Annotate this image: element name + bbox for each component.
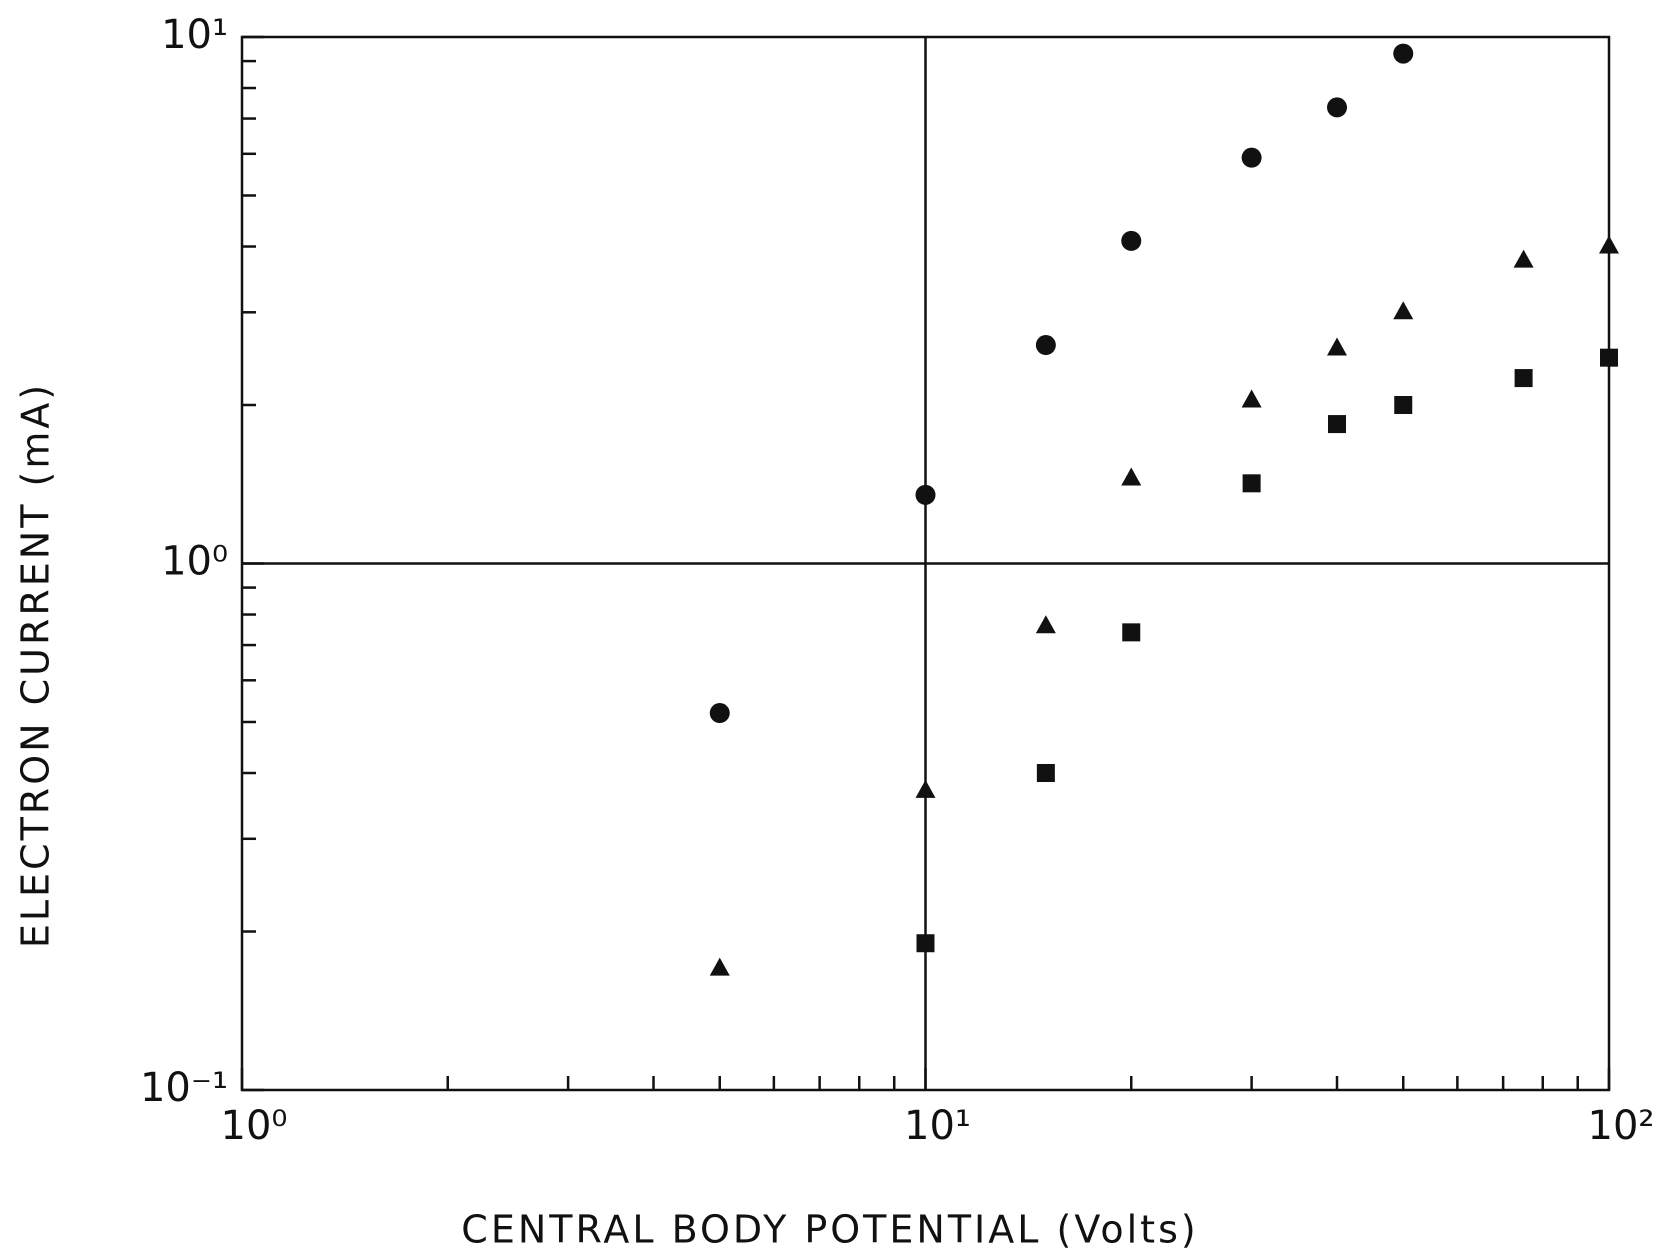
point	[1600, 348, 1618, 367]
point	[1241, 147, 1262, 168]
point	[1327, 337, 1348, 356]
point	[709, 703, 730, 724]
point	[1242, 474, 1261, 493]
point	[1328, 415, 1347, 434]
point	[1121, 467, 1142, 486]
x-tick-label: 10⁰	[221, 1103, 288, 1149]
point	[1393, 43, 1414, 64]
y-axis-title: ELECTRON CURRENT (mA)	[14, 382, 58, 948]
point	[1394, 396, 1413, 415]
point	[1036, 764, 1055, 783]
point	[1327, 97, 1348, 118]
x-axis-title: CENTRAL BODY POTENTIAL (Volts)	[461, 1208, 1198, 1252]
point	[1241, 389, 1262, 408]
point	[1035, 615, 1056, 634]
point	[1514, 369, 1533, 388]
y-tick-label: 10⁻¹	[140, 1065, 228, 1111]
y-tick-label: 10⁰	[161, 539, 228, 585]
point	[1035, 335, 1056, 356]
y-tick-label: 10¹	[161, 12, 228, 58]
x-tick-label: 10¹	[904, 1103, 971, 1149]
point	[1599, 235, 1619, 254]
point	[916, 934, 935, 953]
point	[1122, 623, 1141, 642]
point	[709, 957, 730, 976]
point	[1121, 230, 1142, 251]
point	[1393, 301, 1414, 320]
x-tick-label: 10²	[1588, 1103, 1655, 1149]
point	[1513, 249, 1534, 268]
point	[915, 779, 936, 798]
point	[915, 484, 936, 505]
